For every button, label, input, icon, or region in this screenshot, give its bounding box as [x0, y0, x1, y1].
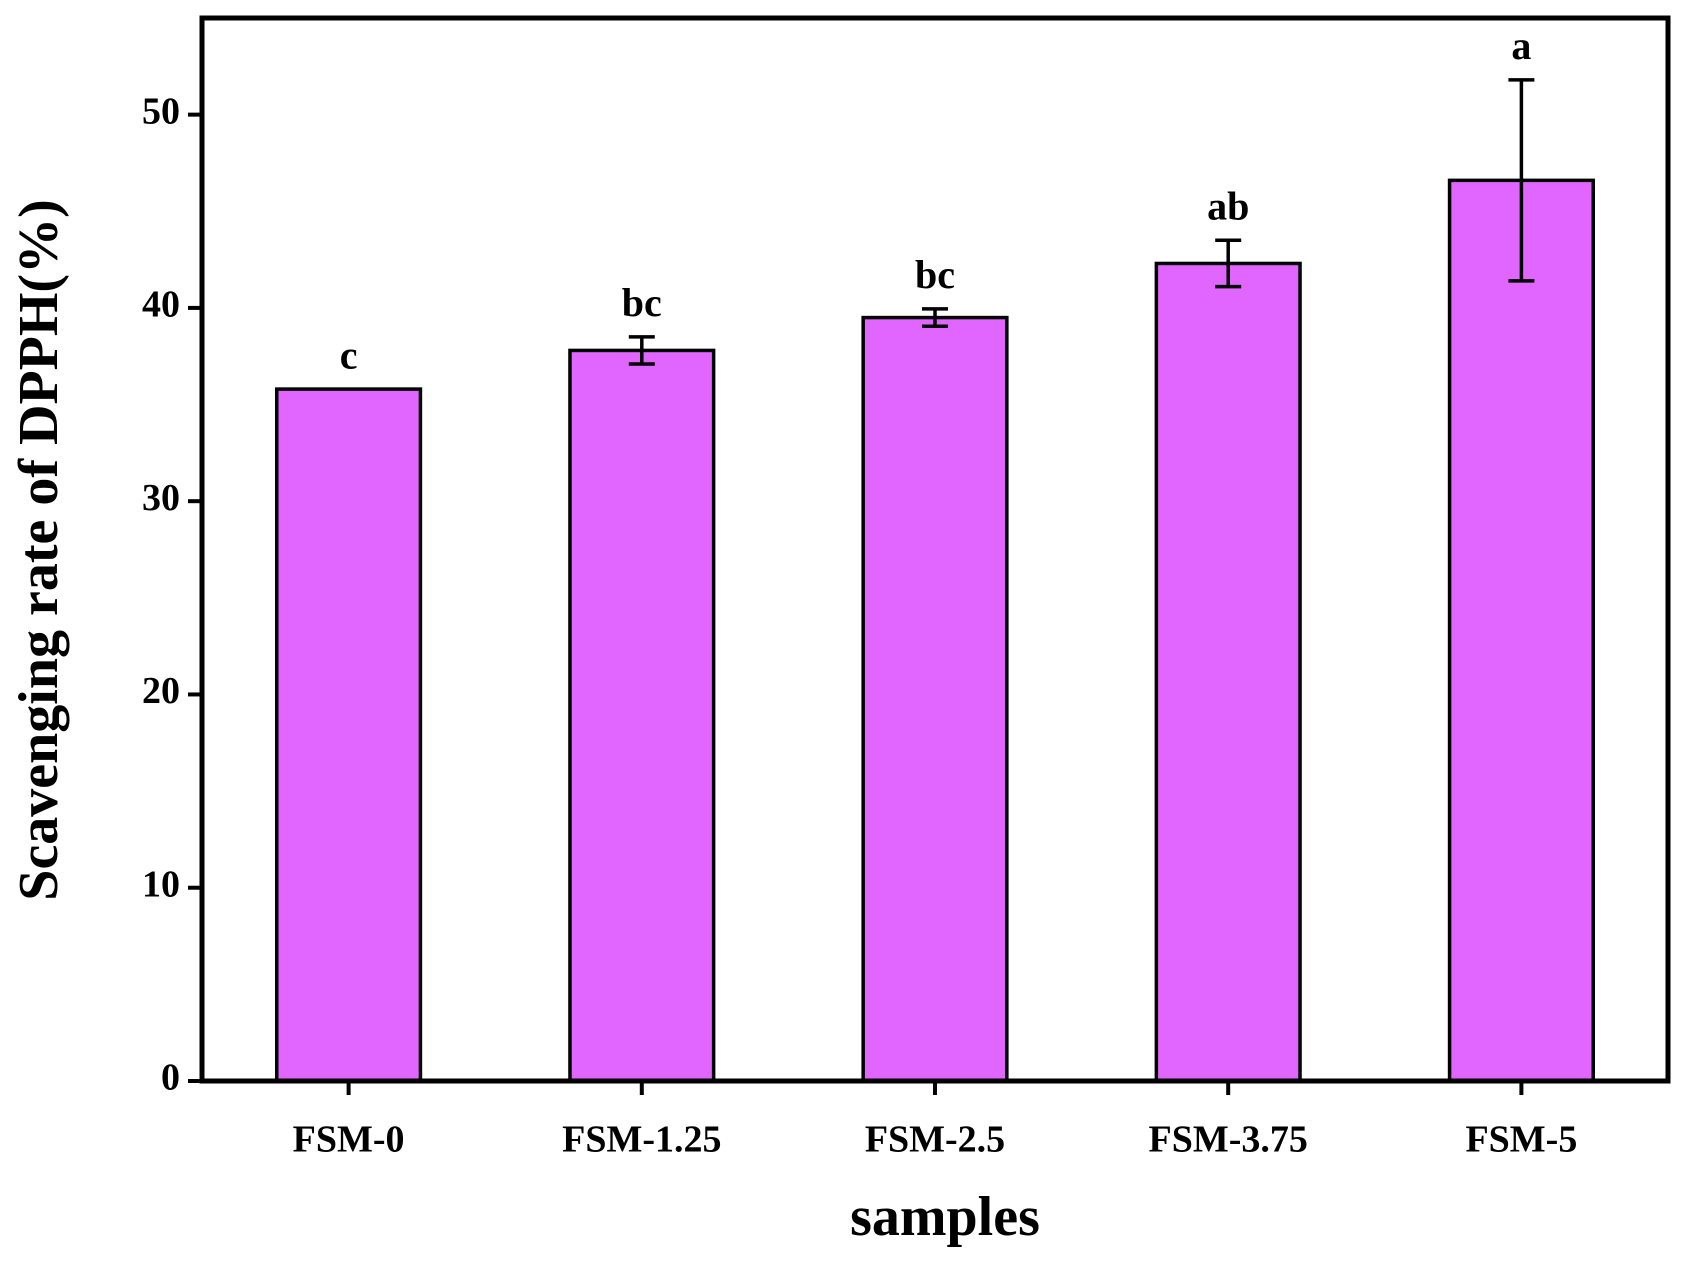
bar [861, 315, 1009, 1083]
x-tick-label: FSM-0 [293, 1119, 405, 1161]
y-tick-label: 0 [161, 1057, 180, 1099]
significance-label: ab [1207, 183, 1249, 228]
x-tick-label: FSM-1.25 [562, 1119, 721, 1161]
significance-label: bc [915, 252, 955, 297]
x-tick-label: FSM-3.75 [1149, 1119, 1308, 1161]
y-tick-label: 50 [142, 90, 180, 132]
x-tick-label: FSM-2.5 [865, 1119, 1005, 1161]
plot-frame [199, 15, 1671, 1084]
y-axis-title: Scavenging rate of DPPH(%) [8, 199, 70, 900]
x-axis-title: samples [850, 1186, 1040, 1248]
y-tick-label: 20 [142, 670, 180, 712]
y-tick-label: 30 [142, 477, 180, 519]
bar [568, 348, 716, 1083]
bar [1447, 178, 1595, 1083]
x-tick-label: FSM-5 [1465, 1119, 1577, 1161]
y-tick-label: 10 [142, 863, 180, 905]
bar [1154, 261, 1302, 1083]
bar [275, 387, 423, 1083]
significance-label: bc [622, 280, 662, 325]
y-tick-label: 40 [142, 284, 180, 326]
significance-label: c [340, 332, 358, 377]
significance-label: a [1511, 23, 1531, 68]
